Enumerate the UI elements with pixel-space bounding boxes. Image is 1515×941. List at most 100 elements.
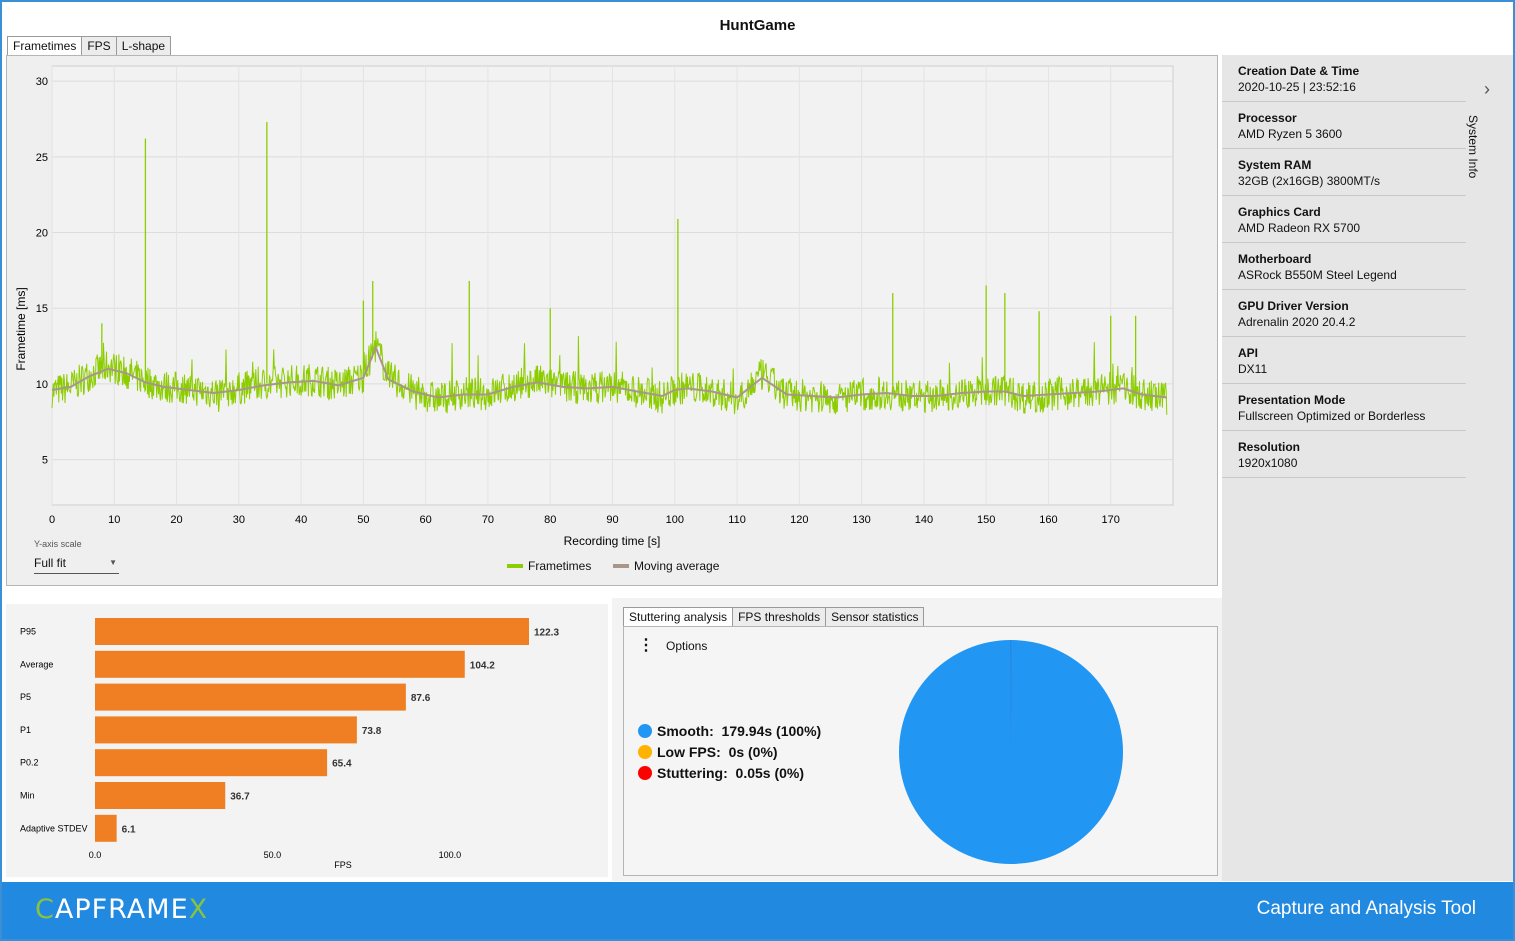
bar-value-label: 73.8	[362, 726, 382, 737]
stat-low-fps-label: Low FPS:	[657, 744, 721, 760]
tab-stuttering-analysis[interactable]: Stuttering analysis	[623, 607, 734, 627]
frametime-ylabel: Frametime [ms]	[14, 287, 28, 370]
stat-smooth-value: 179.94s (100%)	[721, 723, 822, 739]
bar-category-label: P5	[20, 692, 31, 702]
tab-frametimes[interactable]: Frametimes	[7, 36, 83, 56]
x-tick-label: 150	[977, 514, 995, 526]
legend-frametimes: Frametimes	[507, 559, 591, 573]
legend-moving-average: Moving average	[613, 559, 719, 573]
tab-fps-thresholds[interactable]: FPS thresholds	[732, 607, 827, 627]
fps-bar	[95, 782, 226, 809]
x-tick-label: 90	[606, 514, 618, 526]
stat-smooth-label: Smooth:	[657, 723, 714, 739]
stat-stuttering-label: Stuttering:	[657, 765, 728, 781]
system-info-label: API	[1238, 346, 1259, 360]
system-info-label: System RAM	[1238, 158, 1312, 172]
frametime-xlabel: Recording time [s]	[564, 534, 661, 548]
more-vertical-icon: ⋮	[638, 637, 654, 654]
system-info-row: API DX11	[1222, 337, 1466, 384]
fps-bar	[95, 716, 357, 744]
legend-label-moving-average: Moving average	[634, 559, 720, 573]
y-tick-label: 20	[36, 228, 48, 240]
system-info-toggle[interactable]: System Info	[1466, 115, 1480, 179]
stat-low-fps-value: 0s (0%)	[728, 744, 778, 760]
options-label: Options	[666, 639, 708, 653]
tab-l-shape[interactable]: L-shape	[115, 36, 172, 56]
y-tick-label: 10	[36, 379, 48, 391]
system-info-row: Processor AMD Ryzen 5 3600	[1222, 102, 1466, 149]
system-info-panel: › System Info Creation Date & Time 2020-1…	[1222, 55, 1513, 881]
fps-bar	[95, 814, 117, 842]
bar-value-label: 87.6	[411, 693, 431, 704]
bar-value-label: 36.7	[230, 792, 250, 803]
system-info-row: Creation Date & Time 2020-10-25 | 23:52:1…	[1222, 55, 1466, 102]
logo-main-text: APFRAME	[54, 894, 189, 925]
y-tick-label: 15	[36, 303, 48, 315]
system-info-label: Presentation Mode	[1238, 393, 1346, 407]
tab-fps[interactable]: FPS	[81, 36, 117, 56]
page-title: HuntGame	[719, 17, 796, 34]
smooth-dot-icon	[638, 724, 652, 738]
stuttering-panel: ⋮ Options Smooth: 179.94s (100%) Low FPS…	[623, 626, 1218, 876]
frametime-chart: Frametime [ms] Recording time [s] 30 25 20…	[14, 65, 1174, 548]
stat-smooth: Smooth: 179.94s (100%)	[638, 723, 821, 739]
fps-bar	[95, 749, 328, 777]
y-tick-label: 30	[36, 76, 48, 88]
chevron-right-icon[interactable]: ›	[1484, 79, 1490, 99]
options-menu[interactable]: ⋮ Options	[638, 637, 708, 654]
system-info-label: Motherboard	[1238, 252, 1312, 266]
bar-category-label: P0.2	[20, 758, 39, 768]
x-tick-label: 100	[666, 514, 684, 526]
bar-category-label: Adaptive STDEV	[20, 823, 88, 833]
moving-average-line	[51, 344, 1167, 399]
yaxis-scale-dropdown[interactable]: Full fit ▼	[34, 554, 119, 574]
stat-stuttering: Stuttering: 0.05s (0%)	[638, 765, 804, 781]
system-info-label: Creation Date & Time	[1238, 64, 1360, 78]
x-tick-label: 50	[357, 514, 369, 526]
chevron-down-icon: ▼	[109, 558, 117, 567]
bar-x-tick-label: 50.0	[264, 850, 282, 860]
system-info-row: Graphics Card AMD Radeon RX 5700	[1222, 196, 1466, 243]
system-info-value: ASRock B550M Steel Legend	[1238, 268, 1397, 282]
system-info-value: 32GB (2x16GB) 3800MT/s	[1238, 174, 1381, 188]
x-tick-label: 70	[482, 514, 494, 526]
system-info-row: System RAM 32GB (2x16GB) 3800MT/s	[1222, 149, 1466, 196]
system-info-value: AMD Radeon RX 5700	[1238, 221, 1361, 235]
system-info-label: Resolution	[1238, 440, 1300, 454]
x-tick-label: 110	[728, 514, 746, 526]
bar-category-label: P1	[20, 725, 31, 735]
stutter-pie-chart	[899, 640, 1123, 864]
legend-swatch-frametimes	[507, 564, 523, 568]
system-info-value: DX11	[1238, 362, 1268, 376]
fps-bar	[95, 618, 529, 645]
yaxis-scale-label: Y-axis scale	[34, 539, 82, 549]
tagline: Capture and Analysis Tool	[1256, 898, 1476, 919]
system-info-value: Adrenalin 2020 20.4.2	[1238, 315, 1356, 329]
x-tick-label: 30	[233, 514, 245, 526]
low-fps-dot-icon	[638, 745, 652, 759]
bar-category-label: Average	[20, 659, 53, 669]
x-tick-label: 130	[852, 514, 870, 526]
capframex-logo: CAPFRAMEX	[35, 894, 208, 925]
tab-sensor-statistics[interactable]: Sensor statistics	[825, 607, 925, 627]
stat-stuttering-value: 0.05s (0%)	[735, 765, 805, 781]
fps-bar	[95, 683, 406, 711]
x-tick-label: 80	[544, 514, 556, 526]
system-info-value: 2020-10-25 | 23:52:16	[1238, 80, 1356, 94]
system-info-label: Graphics Card	[1238, 205, 1321, 219]
bar-x-tick-label: 100.0	[439, 850, 462, 860]
frametime-panel: Frametime [ms] Recording time [s] 30 25 20…	[6, 55, 1218, 586]
system-info-value: 1920x1080	[1238, 456, 1298, 470]
y-tick-label: 5	[42, 455, 48, 467]
bar-xlabel: FPS	[334, 860, 352, 870]
y-tick-label: 25	[36, 152, 48, 164]
bar-category-label: P95	[20, 627, 36, 637]
x-tick-label: 60	[420, 514, 432, 526]
bar-value-label: 122.3	[534, 628, 559, 639]
bar-value-label: 104.2	[470, 660, 495, 671]
system-info-row: Presentation Mode Fullscreen Optimized or…	[1222, 384, 1466, 431]
x-tick-label: 120	[790, 514, 808, 526]
stuttering-dot-icon	[638, 766, 652, 780]
fps-bar-chart: FPS P95 122.3 Average 104.2 P5 87.6 P1 73.8 P0.2…	[20, 618, 559, 870]
